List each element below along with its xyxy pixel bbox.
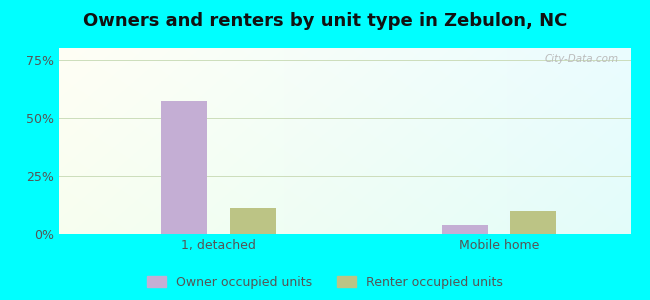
Text: City-Data.com: City-Data.com	[545, 54, 619, 64]
Legend: Owner occupied units, Renter occupied units: Owner occupied units, Renter occupied un…	[142, 271, 508, 294]
Text: Owners and renters by unit type in Zebulon, NC: Owners and renters by unit type in Zebul…	[83, 12, 567, 30]
Bar	[230, 208, 276, 234]
Bar	[510, 211, 556, 234]
Bar	[161, 101, 207, 234]
Bar	[442, 225, 488, 234]
